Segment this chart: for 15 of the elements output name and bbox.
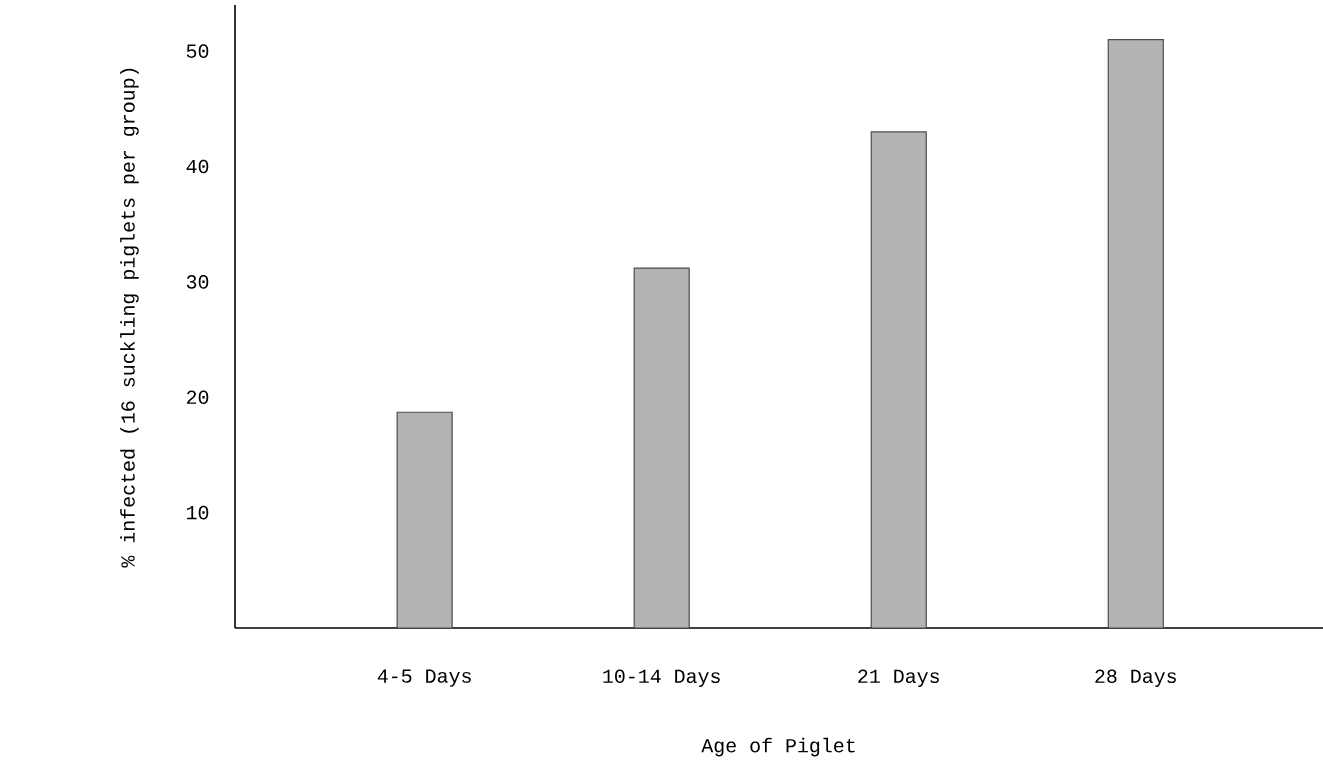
y-tick-label: 40 xyxy=(186,159,209,174)
x-axis-title: Age of Piglet xyxy=(701,737,855,757)
bar xyxy=(396,411,453,629)
x-tick-label: 28 Days xyxy=(1095,669,1176,687)
y-tick-label: 20 xyxy=(186,390,209,405)
y-axis-title: % infected (16 suckling piglets per group) xyxy=(120,68,139,568)
x-tick-label: 4-5 Days xyxy=(377,669,471,687)
bar xyxy=(870,131,927,629)
y-tick-label: 30 xyxy=(186,275,209,289)
bar xyxy=(633,267,690,629)
y-tick-label: 50 xyxy=(186,44,209,58)
y-tick-label: 10 xyxy=(187,505,209,520)
x-tick-label: 10-14 Days xyxy=(603,669,720,687)
bar xyxy=(1107,39,1164,629)
x-tick-label: 21 Days xyxy=(858,669,939,687)
